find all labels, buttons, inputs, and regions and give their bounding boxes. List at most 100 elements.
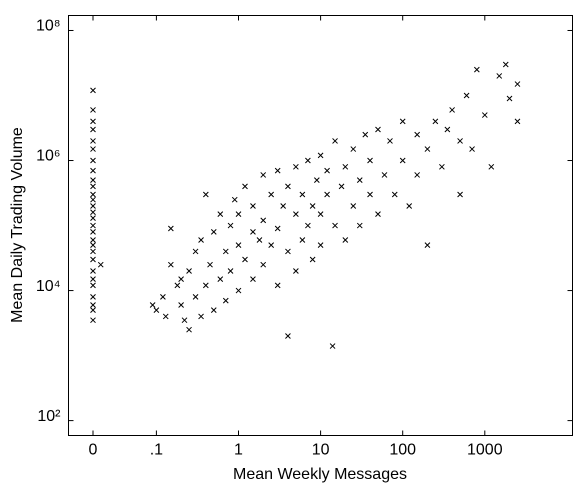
point bbox=[178, 276, 184, 282]
point bbox=[192, 294, 199, 300]
point bbox=[342, 237, 349, 243]
point bbox=[235, 211, 242, 217]
point bbox=[202, 191, 209, 198]
point bbox=[260, 172, 267, 178]
point bbox=[406, 203, 413, 209]
point bbox=[90, 157, 96, 164]
point bbox=[235, 242, 242, 248]
point bbox=[342, 163, 349, 170]
point bbox=[256, 237, 263, 243]
point bbox=[285, 248, 291, 255]
point bbox=[90, 307, 96, 313]
point bbox=[90, 215, 96, 221]
point bbox=[514, 118, 521, 125]
point bbox=[250, 203, 256, 209]
y-tick-label: 10⁸ bbox=[36, 18, 61, 35]
point bbox=[399, 157, 406, 164]
point bbox=[178, 302, 184, 308]
x-tick-label: 100 bbox=[389, 442, 416, 459]
point bbox=[356, 177, 363, 183]
point bbox=[481, 112, 488, 118]
point bbox=[338, 183, 345, 190]
point bbox=[90, 302, 96, 308]
point bbox=[375, 211, 381, 217]
point bbox=[90, 203, 96, 209]
point bbox=[367, 191, 373, 198]
point bbox=[473, 66, 480, 73]
point bbox=[90, 294, 96, 300]
x-tick-label: 1000 bbox=[467, 442, 503, 459]
point bbox=[227, 222, 234, 229]
point bbox=[502, 61, 509, 68]
point bbox=[399, 118, 406, 125]
point bbox=[324, 191, 330, 198]
point bbox=[324, 167, 330, 174]
point bbox=[260, 217, 267, 224]
x-tick-label: 1 bbox=[234, 442, 243, 459]
point bbox=[217, 276, 224, 282]
point bbox=[332, 138, 338, 144]
point bbox=[317, 152, 324, 159]
point bbox=[186, 268, 192, 274]
point bbox=[90, 196, 96, 203]
point bbox=[387, 138, 393, 144]
point bbox=[506, 95, 513, 102]
point bbox=[174, 282, 181, 289]
point bbox=[207, 261, 213, 268]
point bbox=[293, 211, 299, 217]
point bbox=[198, 237, 204, 243]
point bbox=[514, 81, 521, 87]
point bbox=[299, 237, 306, 243]
point bbox=[90, 228, 96, 235]
point bbox=[305, 157, 311, 164]
point bbox=[449, 107, 455, 113]
point bbox=[186, 326, 192, 333]
point bbox=[202, 282, 209, 289]
y-axis-label: Mean Daily Trading Volume bbox=[9, 127, 26, 323]
point bbox=[463, 92, 470, 99]
point bbox=[444, 126, 451, 133]
point bbox=[90, 222, 96, 229]
point bbox=[90, 268, 96, 274]
point bbox=[329, 343, 336, 349]
point bbox=[90, 146, 96, 152]
point bbox=[274, 225, 281, 232]
point bbox=[90, 317, 96, 324]
point bbox=[90, 138, 96, 144]
point bbox=[332, 222, 338, 229]
point bbox=[90, 256, 96, 263]
point bbox=[362, 131, 369, 138]
point bbox=[285, 183, 291, 190]
x-tick-label: 0 bbox=[89, 442, 98, 459]
point bbox=[317, 242, 324, 248]
point bbox=[217, 211, 224, 217]
point bbox=[260, 261, 267, 268]
x-tick-label: .1 bbox=[150, 442, 163, 459]
point bbox=[167, 225, 174, 232]
point bbox=[285, 333, 291, 339]
point bbox=[90, 242, 96, 248]
point bbox=[90, 167, 96, 174]
point bbox=[280, 203, 287, 209]
point bbox=[242, 256, 248, 263]
point bbox=[153, 307, 160, 313]
point bbox=[414, 131, 421, 138]
point bbox=[222, 248, 229, 255]
point bbox=[317, 211, 324, 217]
point bbox=[414, 172, 421, 178]
point bbox=[149, 302, 156, 308]
point bbox=[432, 118, 439, 125]
point bbox=[250, 276, 256, 282]
point bbox=[90, 177, 96, 183]
point bbox=[90, 126, 96, 133]
point bbox=[192, 248, 199, 255]
point bbox=[305, 222, 311, 229]
x-axis-label: Mean Weekly Messages bbox=[233, 466, 407, 483]
point bbox=[313, 177, 320, 183]
point bbox=[222, 297, 229, 304]
point bbox=[424, 242, 431, 248]
point bbox=[268, 191, 275, 198]
point bbox=[210, 307, 217, 313]
point bbox=[457, 191, 463, 198]
point bbox=[235, 287, 242, 294]
